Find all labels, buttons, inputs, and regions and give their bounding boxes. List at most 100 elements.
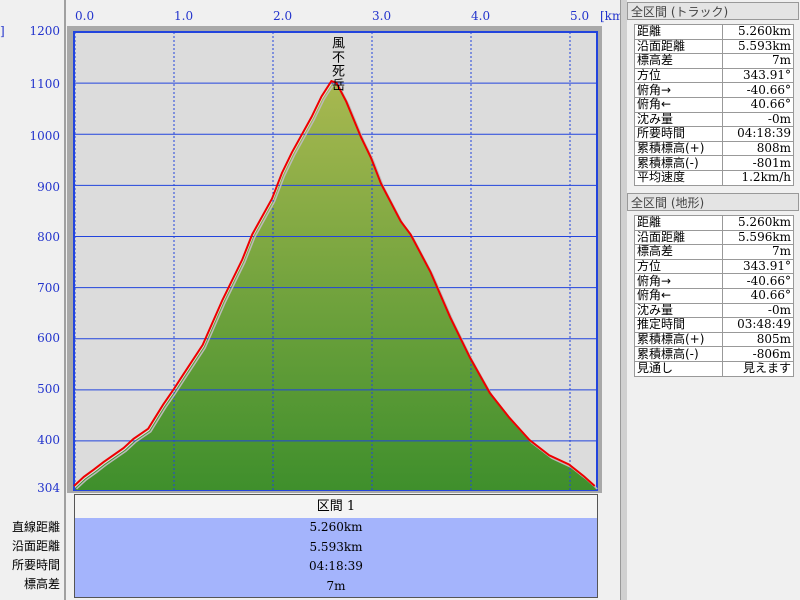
stat-value: -801m bbox=[721, 155, 795, 171]
stat-label: 所要時間 bbox=[634, 126, 723, 142]
label-time: 所要時間 bbox=[11, 558, 60, 572]
stat-row: 沈み量 -0m bbox=[634, 111, 795, 128]
y-tick-label: 1000 bbox=[29, 129, 60, 143]
stat-label: 沿面距離 bbox=[634, 229, 723, 246]
panel-splitter[interactable] bbox=[620, 0, 627, 600]
stat-row: 俯角← 40.66° bbox=[634, 287, 795, 304]
stat-label: 累積標高(-) bbox=[634, 155, 723, 171]
left-divider bbox=[64, 0, 66, 600]
stat-row: 距離 5.260km bbox=[634, 24, 795, 40]
stat-value: -0m bbox=[721, 111, 795, 128]
stat-label: 累積標高(-) bbox=[634, 346, 723, 362]
stat-row: 俯角→ -40.66° bbox=[634, 82, 795, 98]
stat-row: 累積標高(-) -801m bbox=[634, 155, 795, 171]
stat-label: 俯角← bbox=[634, 96, 723, 113]
stat-label: 俯角← bbox=[634, 287, 723, 304]
stat-value: 5.260km bbox=[721, 24, 795, 40]
y-unit-label: ] bbox=[0, 24, 5, 38]
elevation-profile-plot[interactable] bbox=[0, 0, 620, 500]
segment-time: 04:18:39 bbox=[309, 559, 363, 573]
stat-row: 沈み量 -0m bbox=[634, 302, 795, 319]
stat-row: 沿面距離 5.596km bbox=[634, 229, 795, 246]
stat-label: 方位 bbox=[634, 258, 723, 275]
stat-row: 標高差 7m bbox=[634, 53, 795, 69]
label-straight-distance: 直線距離 bbox=[11, 520, 60, 534]
stat-value: -40.66° bbox=[721, 273, 795, 289]
track-line bbox=[73, 79, 596, 487]
stat-row: 距離 5.260km bbox=[634, 215, 795, 231]
terrain-fill bbox=[75, 83, 596, 490]
stat-label: 方位 bbox=[634, 67, 723, 84]
stat-value: 7m bbox=[721, 53, 795, 69]
y-tick-label: 800 bbox=[37, 230, 60, 244]
stat-label: 見通し bbox=[634, 360, 723, 377]
label-surface-distance: 沿面距離 bbox=[11, 539, 60, 553]
y-tick-label: 900 bbox=[37, 180, 60, 194]
stat-label: 俯角→ bbox=[634, 82, 723, 98]
stat-label: 沿面距離 bbox=[634, 38, 723, 55]
stat-row: 俯角→ -40.66° bbox=[634, 273, 795, 289]
y-tick-label: 700 bbox=[37, 281, 60, 295]
stat-row: 標高差 7m bbox=[634, 244, 795, 260]
stat-value: 805m bbox=[721, 331, 795, 348]
track-stats-table: 距離 5.260km 沿面距離 5.593km 標高差 7m 方位 343.91° 俯角→ -40… bbox=[634, 24, 795, 186]
stat-row: 累積標高(-) -806m bbox=[634, 346, 795, 362]
x-tick-label: 5.0 bbox=[570, 9, 590, 23]
stat-label: 標高差 bbox=[634, 244, 723, 260]
x-tick-label: 0.0 bbox=[75, 9, 95, 23]
label-elevation-diff: 標高差 bbox=[23, 577, 60, 591]
y-tick-label: 600 bbox=[37, 331, 60, 345]
stat-value: 7m bbox=[721, 244, 795, 260]
stat-label: 俯角→ bbox=[634, 273, 723, 289]
stat-label: 累積標高(+) bbox=[634, 331, 723, 348]
stat-label: 累積標高(+) bbox=[634, 140, 723, 157]
stat-value: -0m bbox=[721, 302, 795, 319]
stat-row: 沿面距離 5.593km bbox=[634, 38, 795, 55]
stat-value: 04:18:39 bbox=[721, 126, 795, 142]
stat-value: -806m bbox=[721, 346, 795, 362]
stat-value: 808m bbox=[721, 140, 795, 157]
stat-row: 方位 343.91° bbox=[634, 67, 795, 84]
y-tick-label: 400 bbox=[37, 433, 60, 447]
x-tick-label: 2.0 bbox=[273, 9, 293, 23]
stat-label: 沈み量 bbox=[634, 302, 723, 319]
x-tick-label: 3.0 bbox=[372, 9, 392, 23]
stat-row: 累積標高(+) 808m bbox=[634, 140, 795, 157]
stat-label: 標高差 bbox=[634, 53, 723, 69]
stat-label: 沈み量 bbox=[634, 111, 723, 128]
segment-values: 5.260km 5.593km 04:18:39 7m bbox=[74, 518, 598, 598]
stat-label: 距離 bbox=[634, 215, 723, 231]
terrain-stats-table: 距離 5.260km 沿面距離 5.596km 標高差 7m 方位 343.91° 俯角→ -40… bbox=[634, 215, 795, 377]
stat-row: 方位 343.91° bbox=[634, 258, 795, 275]
segment-surface-distance: 5.593km bbox=[309, 539, 363, 554]
segment-header[interactable]: 区間 1 bbox=[74, 494, 598, 519]
stat-label: 平均速度 bbox=[634, 169, 723, 186]
track-panel-title[interactable]: 全区間 (トラック) bbox=[627, 2, 799, 20]
x-tick-label: 4.0 bbox=[471, 9, 491, 23]
stat-value: 40.66° bbox=[721, 287, 795, 304]
stat-row: 推定時間 03:48:49 bbox=[634, 317, 795, 333]
stat-label: 距離 bbox=[634, 24, 723, 40]
y-tick-label: 1200 bbox=[29, 24, 60, 38]
stat-row: 累積標高(+) 805m bbox=[634, 331, 795, 348]
stat-row: 俯角← 40.66° bbox=[634, 96, 795, 113]
stat-label: 推定時間 bbox=[634, 317, 723, 333]
y-tick-label: 500 bbox=[37, 382, 60, 396]
stat-value: 1.2km/h bbox=[721, 169, 795, 186]
stat-value: 03:48:49 bbox=[721, 317, 795, 333]
stat-value: 343.91° bbox=[721, 67, 795, 84]
terrain-panel-title[interactable]: 全区間 (地形) bbox=[627, 193, 799, 211]
peak-label: 風不死岳 bbox=[329, 36, 344, 92]
stat-row: 見通し 見えます bbox=[634, 360, 795, 377]
stat-value: 343.91° bbox=[721, 258, 795, 275]
stat-value: 5.596km bbox=[721, 229, 795, 246]
stat-value: 5.593km bbox=[721, 38, 795, 55]
segment-straight-distance: 5.260km bbox=[309, 520, 363, 534]
stat-value: -40.66° bbox=[721, 82, 795, 98]
stat-row: 平均速度 1.2km/h bbox=[634, 169, 795, 186]
stat-value: 見えます bbox=[721, 360, 795, 377]
stat-value: 40.66° bbox=[721, 96, 795, 113]
segment-elevation-diff: 7m bbox=[326, 578, 346, 593]
y-tick-label: 1100 bbox=[29, 77, 60, 91]
stat-value: 5.260km bbox=[721, 215, 795, 231]
